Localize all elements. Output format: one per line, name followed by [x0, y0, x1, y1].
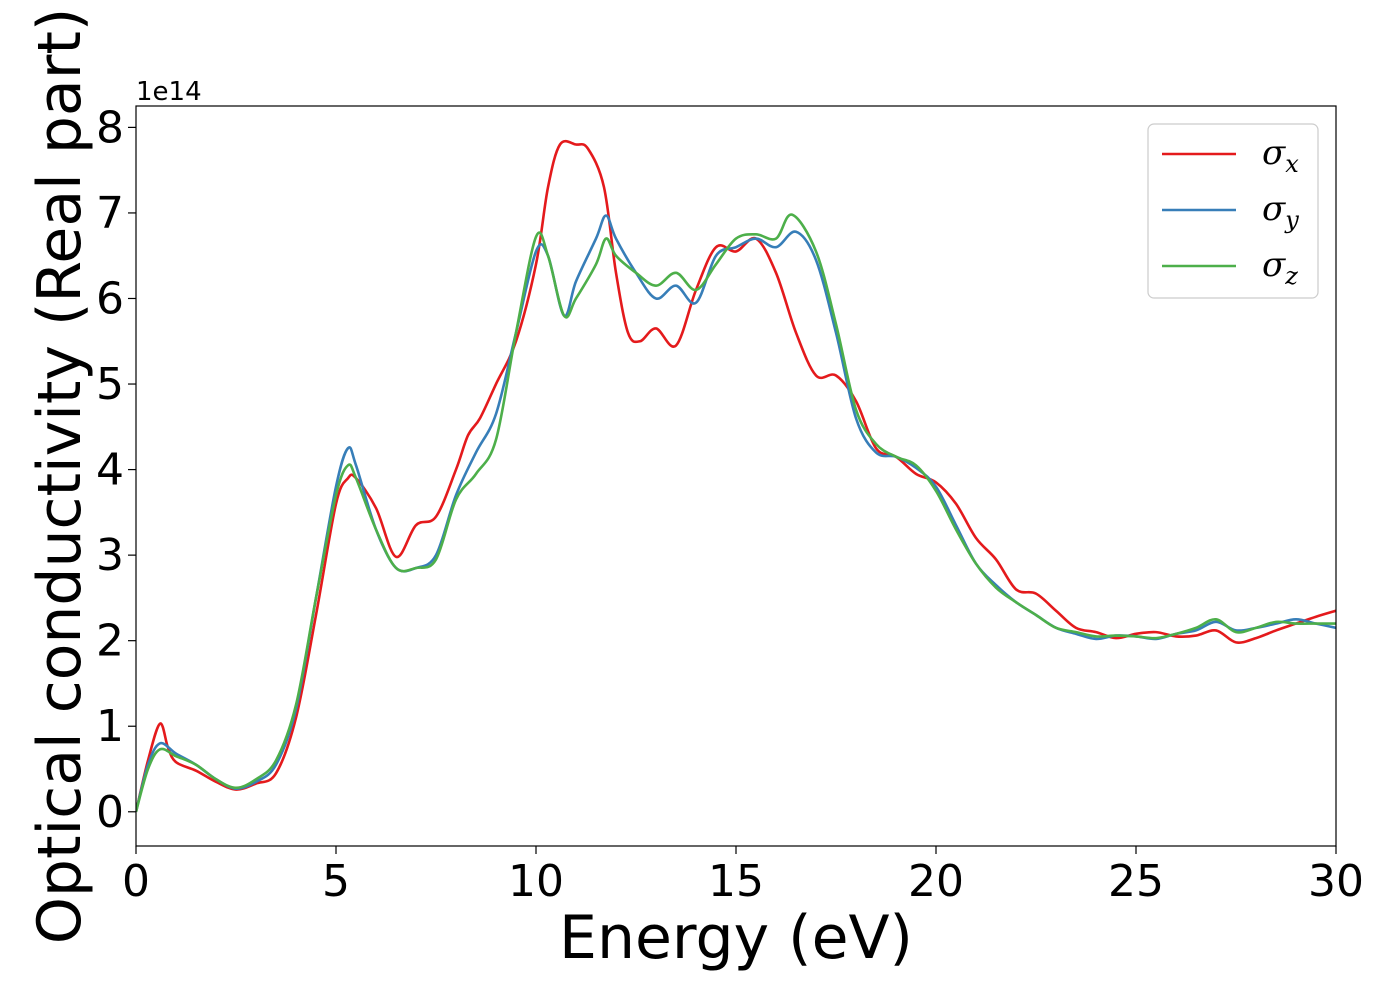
y-tick-label: 5	[96, 359, 124, 410]
plot-area	[136, 106, 1336, 846]
x-axis-title: Energy (eV)	[559, 903, 913, 973]
y-axis-scale-label: 1e14	[136, 77, 202, 107]
y-axis: 0 1 2 3 4 5 6 7 8	[96, 102, 136, 838]
legend-label-y: σy	[1262, 189, 1299, 234]
y-tick-label: 6	[96, 273, 124, 324]
y-tick-label: 4	[96, 445, 124, 496]
x-tick-label: 30	[1308, 856, 1364, 907]
series-layer	[136, 139, 1336, 813]
x-tick-label: 25	[1108, 856, 1164, 907]
x-tick-label: 10	[508, 856, 564, 907]
y-tick-label: 7	[96, 188, 124, 239]
x-axis: 0 5 10 15 20 25 30	[122, 846, 1364, 907]
y-tick-label: 8	[96, 102, 124, 153]
x-tick-label: 20	[908, 856, 964, 907]
y-tick-label: 3	[96, 530, 124, 581]
x-tick-label: 0	[122, 856, 150, 907]
y-tick-label: 1	[96, 701, 124, 752]
x-tick-label: 15	[708, 856, 764, 907]
y-axis-title: Optical conductivity (Real part)	[25, 8, 95, 945]
y-tick-label: 2	[96, 616, 124, 667]
x-tick-label: 5	[322, 856, 350, 907]
y-tick-label: 0	[96, 787, 124, 838]
series-line-z	[136, 213, 1336, 813]
